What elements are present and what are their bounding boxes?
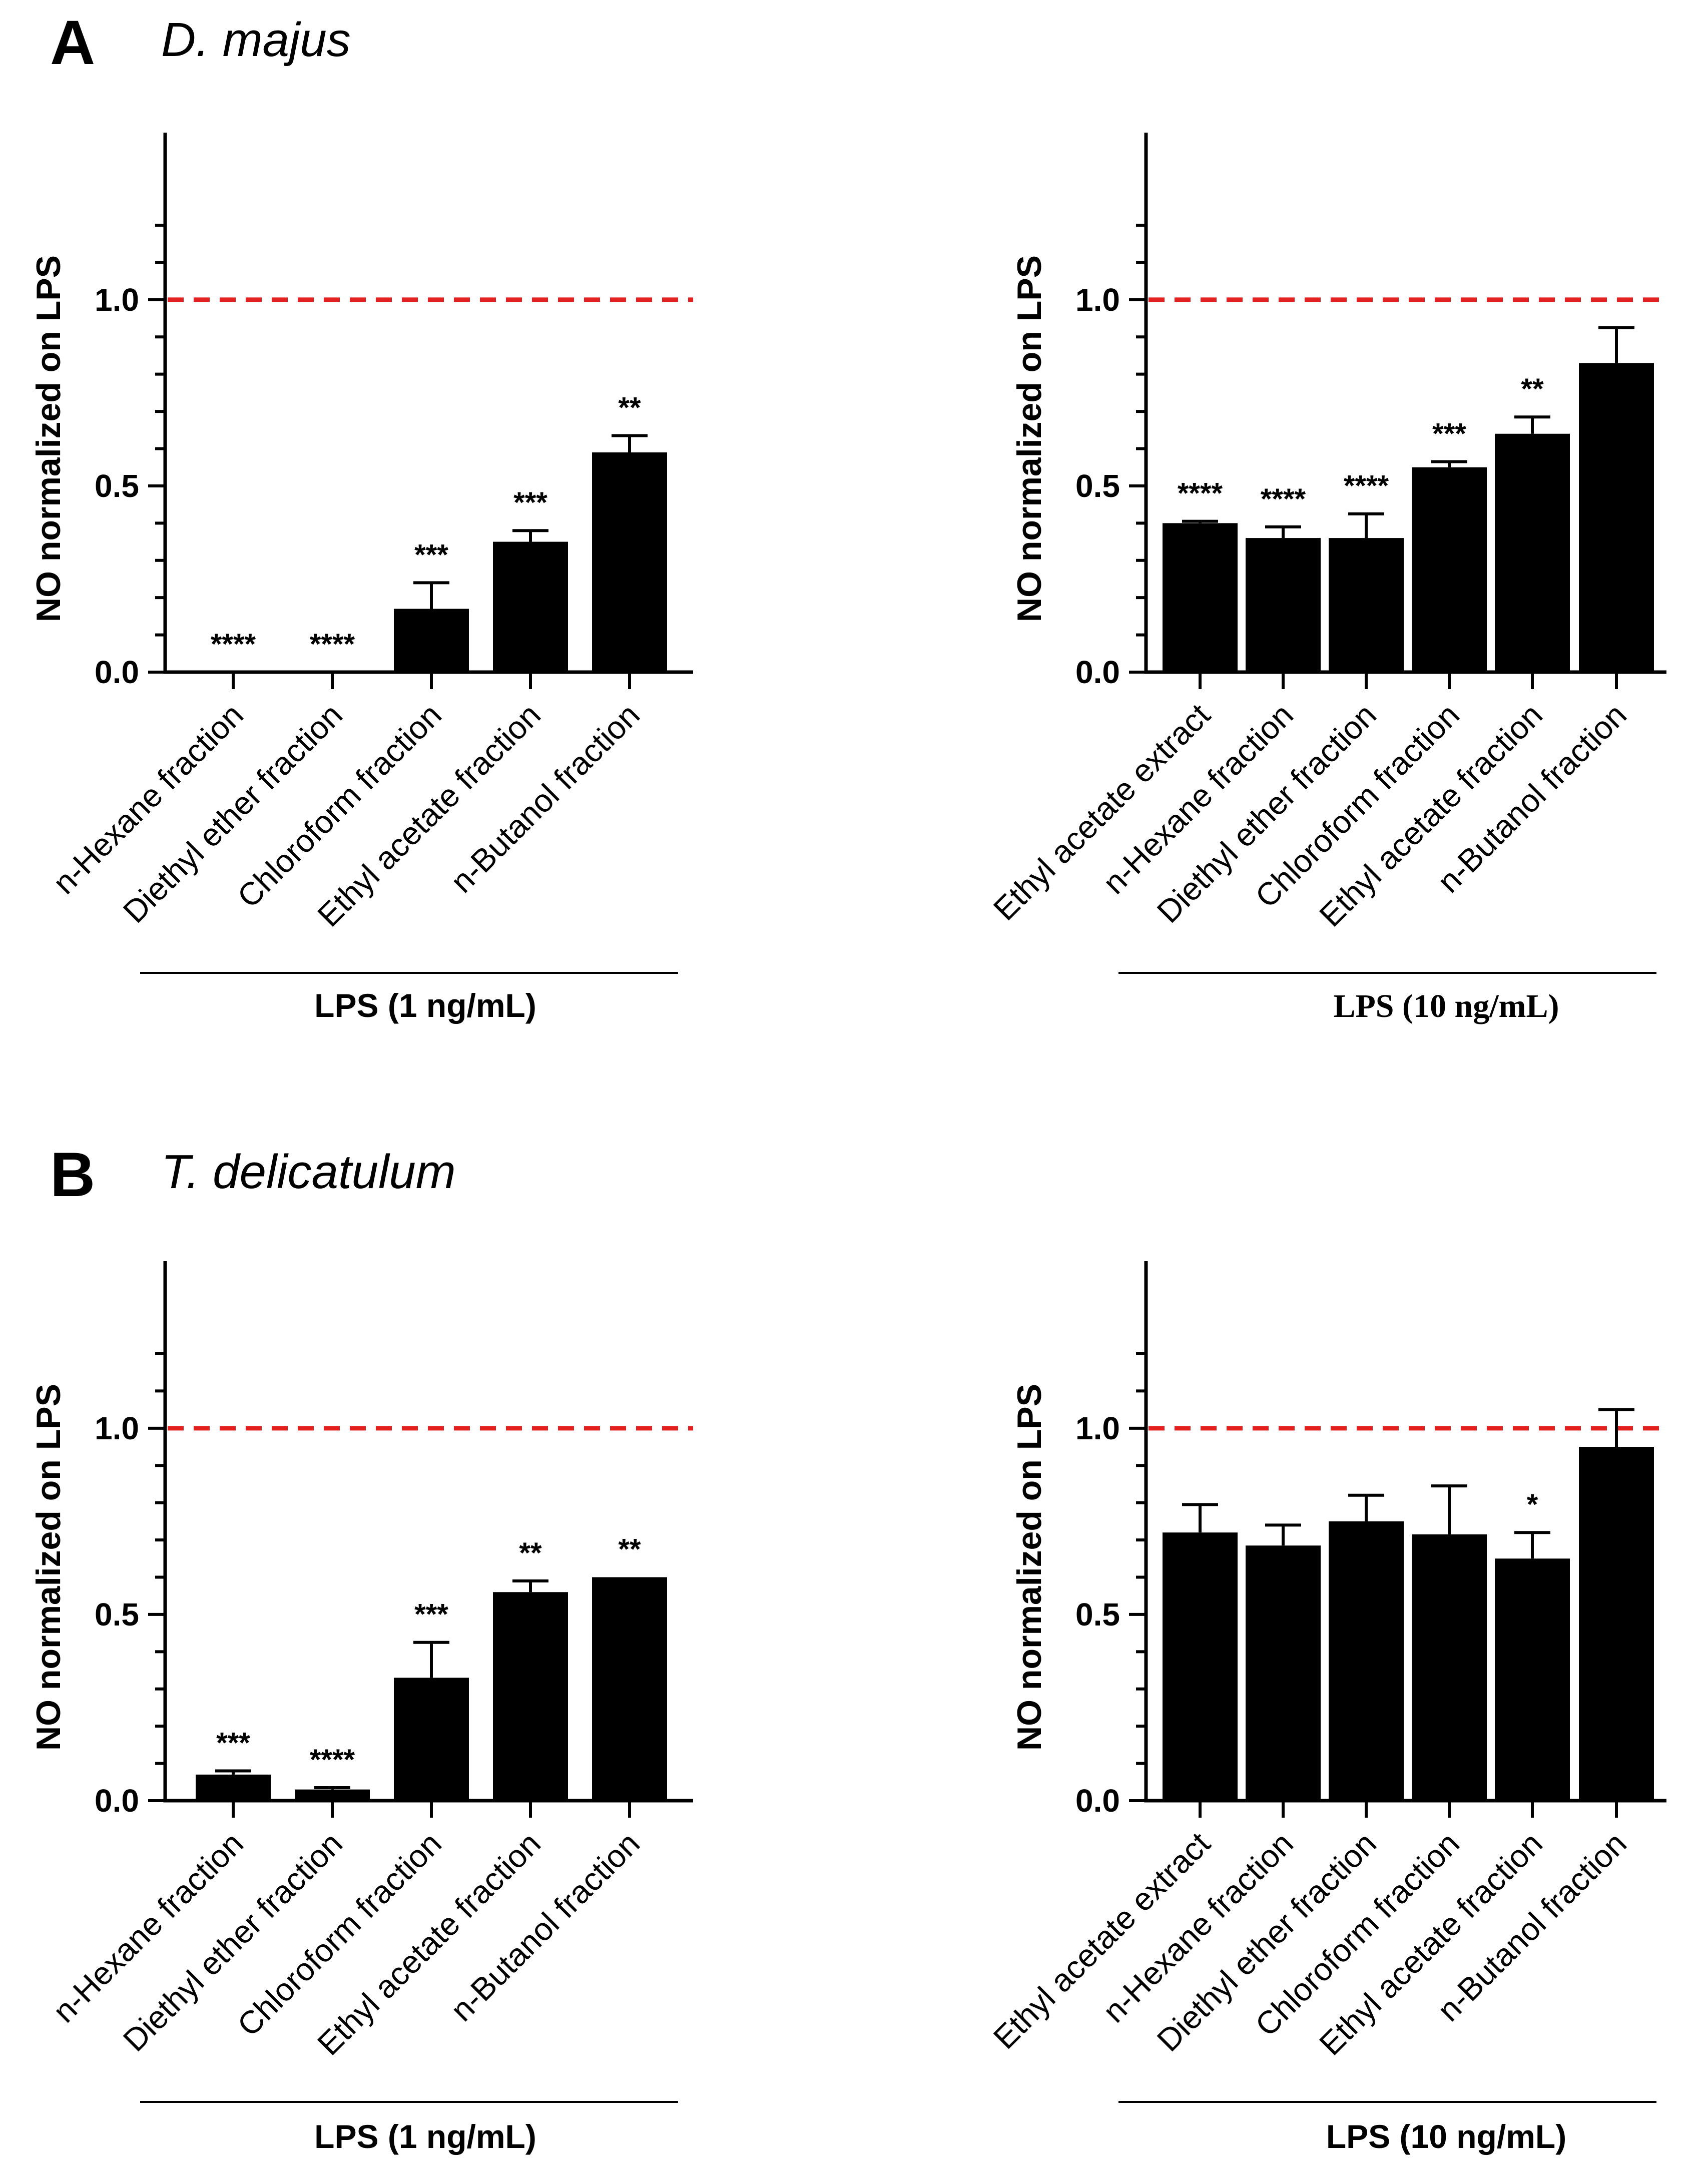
- bar: [1495, 1558, 1570, 1801]
- bar: [1412, 1534, 1487, 1801]
- y-axis-label: NO normalized on LPS: [30, 1384, 68, 1751]
- bar: [1246, 538, 1321, 672]
- bar: [1163, 523, 1238, 672]
- x-axis-label: LPS (1 ng/mL): [314, 987, 536, 1024]
- x-axis-label: LPS (1 ng/mL): [314, 2118, 536, 2155]
- y-tick-label: 0.5: [1075, 1596, 1120, 1632]
- panel-letter-b: B: [50, 1140, 95, 1210]
- bar: [1495, 433, 1570, 672]
- bar: [196, 1774, 271, 1801]
- x-category-label: n-Hexane fraction: [46, 1825, 250, 2029]
- bar: [1329, 1521, 1404, 1801]
- bar: [493, 541, 568, 672]
- panel-species-b: T. delicatulum: [161, 1145, 456, 1199]
- significance-label: **: [618, 1533, 641, 1566]
- panel-letter-a: A: [50, 8, 95, 78]
- y-tick-label: 0.5: [95, 1596, 139, 1632]
- y-tick-label: 0.0: [95, 1783, 139, 1819]
- significance-label: ***: [414, 538, 448, 571]
- significance-label: ****: [211, 628, 256, 661]
- chart-a-lps-1: **** ************0.00.51.0n-Hexane fracti…: [30, 133, 693, 1024]
- y-tick-label: 0.0: [95, 654, 139, 690]
- bar: [1246, 1545, 1321, 1801]
- bar: [394, 609, 469, 672]
- panel-species-a: D. majus: [161, 13, 351, 67]
- y-axis-label: NO normalized on LPS: [30, 255, 68, 622]
- significance-label: **: [519, 1537, 542, 1569]
- significance-label: ****: [1261, 483, 1306, 515]
- significance-label: **: [1521, 373, 1544, 405]
- bar: [295, 1789, 370, 1801]
- significance-label: *: [1527, 1488, 1538, 1521]
- y-tick-label: 0.0: [1075, 1783, 1120, 1819]
- bar: [592, 452, 667, 672]
- significance-label: ****: [310, 628, 355, 661]
- y-axis-label: NO normalized on LPS: [1010, 1384, 1048, 1751]
- bar: [1579, 1447, 1654, 1801]
- y-tick-label: 0.0: [1075, 654, 1120, 690]
- y-tick-label: 1.0: [1075, 282, 1120, 318]
- significance-label: ***: [1432, 418, 1466, 450]
- significance-label: **: [618, 391, 641, 424]
- x-category-label: n-Hexane fraction: [46, 697, 250, 901]
- bar: [1412, 467, 1487, 672]
- x-axis-label: LPS (10 ng/mL): [1333, 988, 1559, 1024]
- x-category-label: n-Butanol fraction: [443, 1825, 647, 2028]
- significance-label: ****: [1178, 477, 1223, 510]
- significance-label: ***: [414, 1598, 448, 1631]
- y-tick-label: 1.0: [1075, 1410, 1120, 1446]
- y-tick-label: 0.5: [1075, 468, 1120, 504]
- y-tick-label: 1.0: [95, 282, 139, 318]
- bar: [394, 1678, 469, 1801]
- y-axis-label: NO normalized on LPS: [1010, 255, 1048, 622]
- x-axis-label: LPS (10 ng/mL): [1326, 2118, 1566, 2155]
- significance-label: ***: [513, 486, 547, 519]
- chart-b-lps-1: ************ **0.00.51.0n-Hexane fraction…: [30, 1261, 693, 2155]
- significance-label: ****: [1344, 470, 1389, 502]
- bar: [592, 1577, 667, 1801]
- y-tick-label: 0.5: [95, 468, 139, 504]
- bar: [1163, 1532, 1238, 1801]
- significance-label: ***: [216, 1727, 250, 1759]
- x-category-label: n-Butanol fraction: [443, 697, 647, 900]
- bar: [1329, 538, 1404, 672]
- bar: [1579, 363, 1654, 672]
- y-tick-label: 1.0: [95, 1410, 139, 1446]
- bar: [493, 1592, 568, 1801]
- significance-label: ****: [310, 1744, 355, 1776]
